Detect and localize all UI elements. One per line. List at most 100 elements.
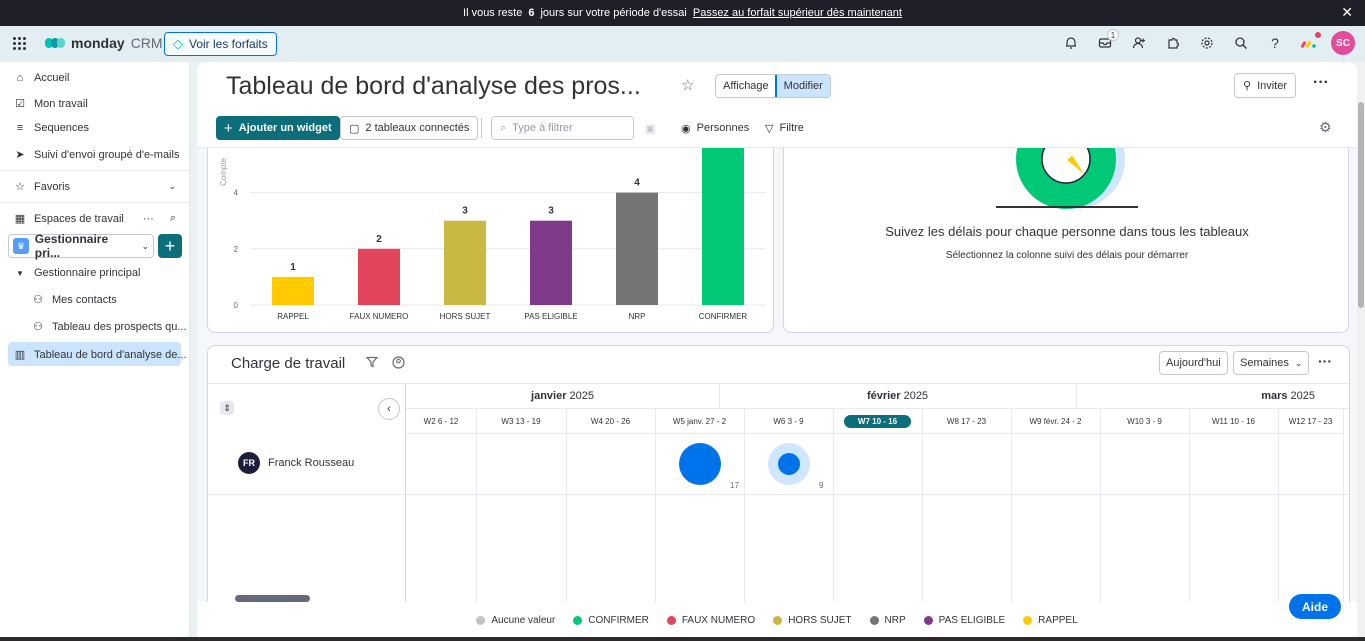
legend-label: HORS SUJET bbox=[788, 614, 852, 626]
legend-item[interactable]: CONFIRMER bbox=[573, 615, 649, 626]
toolbar-divider bbox=[481, 118, 482, 138]
notifications-bell-icon[interactable] bbox=[1059, 31, 1083, 55]
legend-item[interactable]: FAUX NUMERO bbox=[666, 615, 755, 626]
bar bbox=[702, 122, 744, 305]
sidebar-item-sequences[interactable]: ≡ Sequences bbox=[14, 122, 89, 134]
legend-item[interactable]: PAS ELIGIBLE bbox=[923, 614, 1006, 626]
week-divider bbox=[1189, 409, 1190, 641]
week-header[interactable]: W4 20 - 26 bbox=[566, 409, 655, 434]
connected-boards-label: 2 tableaux connectés bbox=[365, 122, 470, 134]
week-header[interactable]: W2 6 - 12 bbox=[406, 409, 476, 434]
monday-products-icon[interactable] bbox=[1297, 31, 1321, 55]
crown-icon: ♛ bbox=[13, 238, 29, 254]
search-icon[interactable] bbox=[1229, 31, 1253, 55]
save-view-icon[interactable]: ▣ bbox=[645, 122, 656, 135]
type-filter-input[interactable]: ⌕ Type à filtrer bbox=[491, 116, 634, 140]
week-header[interactable]: W11 10 - 16 bbox=[1189, 409, 1278, 434]
person-row[interactable]: FR Franck Rousseau bbox=[238, 452, 354, 474]
week-header[interactable]: W8 17 - 23 bbox=[922, 409, 1011, 434]
view-mode-button[interactable]: Affichage bbox=[723, 80, 769, 92]
see-plans-button[interactable]: ◇ Voir les forfaits bbox=[164, 32, 277, 56]
chevron-left-icon[interactable]: ‹ bbox=[378, 398, 400, 420]
legend-color-dot bbox=[666, 615, 676, 625]
people-label: Personnes bbox=[696, 122, 750, 134]
period-label: Semaines bbox=[1240, 357, 1289, 369]
upgrade-link[interactable]: Passez au forfait supérieur dès maintena… bbox=[692, 7, 902, 19]
workspace-more-icon[interactable]: ··· bbox=[142, 212, 154, 225]
data-label: 1 bbox=[290, 262, 296, 273]
header-more-icon[interactable]: ··· bbox=[1313, 74, 1329, 91]
workspace-selector[interactable]: ♛ Gestionnaire pri... ⌄ bbox=[8, 232, 154, 260]
help-question-icon[interactable]: ? bbox=[1271, 35, 1279, 51]
workload-bubble[interactable] bbox=[678, 443, 721, 485]
week-header[interactable]: W9 févr. 24 - 2 bbox=[1011, 409, 1100, 434]
today-button[interactable]: Aujourd'hui bbox=[1159, 351, 1228, 375]
invite-button[interactable]: ⚲ Inviter bbox=[1234, 73, 1297, 98]
help-button[interactable]: Aide bbox=[1289, 594, 1341, 619]
folder-main-manager[interactable]: ▼ Gestionnaire principal bbox=[14, 267, 140, 279]
page-title[interactable]: Tableau de bord d'analyse des pros... bbox=[226, 72, 641, 100]
close-banner-icon[interactable]: ✕ bbox=[1341, 4, 1353, 20]
dashboard-settings-gear-icon[interactable]: ⚙ bbox=[1319, 119, 1332, 135]
tracking-title: Suivez les délais pour chaque personne d… bbox=[885, 224, 1249, 239]
legend-item[interactable]: NRP bbox=[869, 615, 906, 626]
data-label: 3 bbox=[548, 206, 554, 217]
legend-item[interactable]: RAPPEL bbox=[1023, 615, 1078, 626]
workload-title: Charge de travail bbox=[231, 355, 346, 372]
period-select[interactable]: Semaines ⌄ bbox=[1233, 351, 1310, 375]
month-name: février bbox=[866, 390, 901, 402]
week-header[interactable]: W12 17 - 23 bbox=[1278, 409, 1343, 434]
workload-count: 9 bbox=[819, 481, 824, 490]
add-person-icon: ⚲ bbox=[1243, 80, 1252, 92]
vertical-scrollbar[interactable] bbox=[1357, 62, 1365, 641]
legend-label: PAS ELIGIBLE bbox=[938, 614, 1006, 626]
horizontal-scrollbar[interactable] bbox=[235, 595, 310, 602]
filter-icon[interactable] bbox=[365, 356, 379, 371]
board-label: Mes contacts bbox=[52, 293, 117, 306]
add-widget-label: Ajouter un widget bbox=[238, 122, 332, 134]
board-analytics-dashboard[interactable]: ▥ Tableau de bord d'analyse de... bbox=[14, 348, 187, 362]
y-axis-label: Compte bbox=[219, 157, 228, 186]
expand-rows-icon[interactable]: ⇕ bbox=[220, 401, 234, 415]
app-switcher-icon[interactable] bbox=[13, 37, 27, 51]
view-edit-toggle: Affichage Modifier bbox=[715, 74, 831, 98]
connected-boards-button[interactable]: ▢ 2 tableaux connectés bbox=[340, 116, 479, 140]
legend-item[interactable]: HORS SUJET bbox=[773, 614, 852, 626]
people-filter-button[interactable]: ◉ Personnes bbox=[681, 116, 749, 140]
invite-members-icon[interactable] bbox=[1127, 31, 1151, 55]
sidebar-item-home[interactable]: ⌂ Accueil bbox=[14, 72, 70, 84]
week-header[interactable]: W6 3 - 9 bbox=[744, 409, 833, 434]
sidebar-item-my-work[interactable]: ☑ Mon travail bbox=[14, 97, 88, 111]
favorite-star-icon[interactable]: ☆ bbox=[681, 77, 695, 94]
scrollbar-thumb[interactable] bbox=[1358, 102, 1364, 308]
trial-text-before: Il vous reste bbox=[463, 7, 523, 19]
filter-button[interactable]: ▽ Filtre bbox=[765, 116, 804, 140]
inbox-icon[interactable]: 1 bbox=[1093, 29, 1119, 55]
time-tracking-widget: Suivez les délais pour chaque personne d… bbox=[783, 122, 1349, 333]
user-avatar[interactable]: SC bbox=[1331, 31, 1355, 55]
person-filter-icon[interactable] bbox=[392, 356, 405, 372]
board-prospects[interactable]: ⚇ Tableau des prospects qu... bbox=[32, 320, 186, 334]
sidebar-item-mass-emails[interactable]: ➤ Suivi d'envoi groupé d'e-mails bbox=[14, 148, 179, 162]
sidebar-divider bbox=[0, 202, 190, 203]
week-header[interactable]: W3 13 - 19 bbox=[476, 409, 566, 434]
sidebar-favorites[interactable]: ☆ Favoris ⌄ bbox=[14, 180, 176, 194]
settings-gear-icon[interactable] bbox=[1195, 31, 1219, 55]
sidebar-workspaces[interactable]: ▦ Espaces de travail ··· ⌕ bbox=[14, 212, 176, 225]
week-label: W4 20 - 26 bbox=[590, 416, 631, 426]
workload-bubble[interactable] bbox=[767, 443, 810, 485]
apps-puzzle-icon[interactable] bbox=[1161, 31, 1185, 55]
week-header[interactable]: W10 3 - 9 bbox=[1100, 409, 1189, 434]
workload-more-icon[interactable]: ··· bbox=[1318, 353, 1332, 369]
week-header[interactable]: W7 10 - 16 bbox=[833, 409, 922, 434]
board-my-contacts[interactable]: ⚇ Mes contacts bbox=[32, 293, 117, 307]
edit-mode-button[interactable]: Modifier bbox=[774, 75, 830, 97]
trial-days: 6 bbox=[528, 7, 535, 19]
add-to-workspace-button[interactable]: + bbox=[158, 234, 182, 258]
add-widget-button[interactable]: + Ajouter un widget bbox=[216, 116, 340, 140]
week-header[interactable]: W5 janv. 27 - 2 bbox=[655, 409, 744, 434]
legend-item[interactable]: Aucune valeur bbox=[476, 615, 555, 626]
workspace-search-icon[interactable]: ⌕ bbox=[169, 212, 176, 224]
see-plans-label: Voir les forfaits bbox=[189, 37, 268, 51]
monday-logo[interactable]: monday CRM bbox=[45, 35, 163, 51]
